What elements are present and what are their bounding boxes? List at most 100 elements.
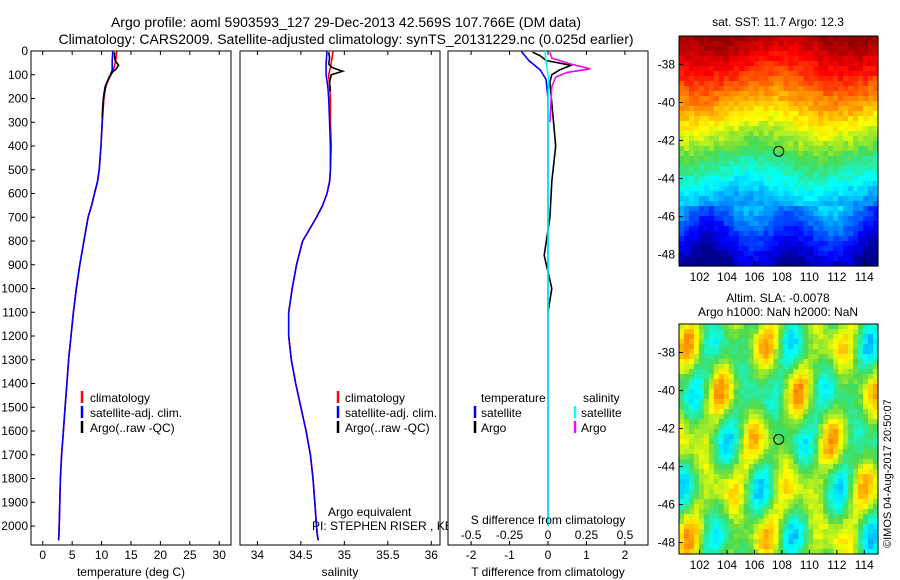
heatmap-cell <box>698 56 705 62</box>
heatmap-cell <box>783 539 790 545</box>
heatmap-cell <box>713 151 720 157</box>
heatmap-cell <box>823 434 829 440</box>
heatmap-cell <box>698 71 705 77</box>
heatmap-cell <box>783 216 790 222</box>
heatmap-cell <box>788 494 795 500</box>
heatmap-cell <box>863 329 869 335</box>
heatmap-cell <box>718 504 725 510</box>
heatmap-cell <box>683 359 690 365</box>
heatmap-cell <box>843 101 849 107</box>
heatmap-cell <box>793 454 799 460</box>
heatmap-cell <box>853 379 859 385</box>
heatmap-cell <box>688 181 695 187</box>
heatmap-cell <box>748 36 755 42</box>
heatmap-cell <box>713 534 720 540</box>
heatmap-cell <box>748 186 755 192</box>
heatmap-cell <box>728 196 735 202</box>
heatmap-cell <box>688 494 695 500</box>
heatmap-cell <box>798 56 804 62</box>
heatmap-cell <box>728 166 735 172</box>
heatmap-cell <box>758 359 765 365</box>
heatmap-cell <box>753 91 760 97</box>
heatmap-cell <box>813 494 819 500</box>
heatmap-cell <box>818 539 824 545</box>
heatmap-cell <box>818 216 824 222</box>
heatmap-cell <box>813 539 819 545</box>
heatmap-cell <box>698 246 705 252</box>
heatmap-cell <box>698 51 705 57</box>
heatmap-cell <box>783 364 790 370</box>
heatmap-cell <box>818 66 824 72</box>
heatmap-cell <box>728 176 735 182</box>
heatmap-cell <box>828 389 834 395</box>
heatmap-cell <box>718 544 725 550</box>
heatmap-cell <box>738 106 745 112</box>
heatmap-cell <box>828 329 834 335</box>
heatmap-cell <box>773 261 780 267</box>
heatmap-cell <box>733 136 740 142</box>
heatmap-cell <box>698 439 705 445</box>
heatmap-cell <box>808 221 814 227</box>
heatmap-cell <box>863 221 869 227</box>
heatmap-cell <box>818 514 824 520</box>
heatmap-cell <box>738 126 745 132</box>
heatmap-cell <box>778 369 785 375</box>
heatmap-cell <box>693 344 700 350</box>
heatmap-cell <box>698 66 705 72</box>
heatmap-cell <box>693 519 700 525</box>
heatmap-cell <box>828 221 834 227</box>
heatmap-cell <box>758 339 765 345</box>
heatmap-cell <box>679 206 685 212</box>
heatmap-cell <box>828 146 834 152</box>
heatmap-cell <box>873 146 879 152</box>
heatmap-cell <box>788 339 795 345</box>
heatmap-cell <box>728 121 735 127</box>
heatmap-cell <box>773 211 780 217</box>
heatmap-cell <box>708 359 715 365</box>
heatmap-cell <box>688 121 695 127</box>
heatmap-cell <box>693 404 700 410</box>
heatmap-cell <box>833 399 839 405</box>
heatmap-cell <box>828 131 834 137</box>
heatmap-cell <box>843 146 849 152</box>
heatmap-cell <box>783 246 790 252</box>
heatmap-cell <box>713 121 720 127</box>
heatmap-cell <box>718 389 725 395</box>
heatmap-cell <box>713 146 720 152</box>
heatmap-cell <box>723 111 730 117</box>
heatmap-cell <box>738 171 745 177</box>
heatmap-cell <box>783 544 790 550</box>
heatmap-cell <box>863 46 869 52</box>
heatmap-cell <box>698 91 705 97</box>
heatmap-cell <box>679 404 685 410</box>
heatmap-cell <box>693 131 700 137</box>
heatmap-cell <box>808 151 814 157</box>
heatmap-cell <box>828 151 834 157</box>
heatmap-cell <box>698 41 705 47</box>
heatmap-cell <box>718 46 725 52</box>
heatmap-cell <box>798 101 804 107</box>
heatmap-cell <box>743 489 750 495</box>
heatmap-cell <box>828 334 834 340</box>
heatmap-cell <box>753 354 760 360</box>
heatmap-cell <box>733 469 740 475</box>
heatmap-cell <box>733 429 740 435</box>
heatmap-cell <box>868 171 874 177</box>
heatmap-cell <box>763 246 770 252</box>
heatmap-cell <box>863 424 869 430</box>
heatmap-cell <box>808 166 814 172</box>
heatmap-cell <box>763 156 770 162</box>
heatmap-cell <box>743 354 750 360</box>
heatmap-cell <box>728 231 735 237</box>
heatmap-cell <box>768 424 775 430</box>
heatmap-cell <box>748 404 755 410</box>
heatmap-cell <box>738 216 745 222</box>
heatmap-cell <box>758 429 765 435</box>
heatmap-cell <box>848 334 854 340</box>
heatmap-cell <box>683 499 690 505</box>
heatmap-cell <box>758 256 765 262</box>
heatmap-cell <box>803 201 809 207</box>
heatmap-cell <box>703 449 710 455</box>
heatmap-cell <box>683 201 690 207</box>
heatmap-cell <box>808 201 814 207</box>
